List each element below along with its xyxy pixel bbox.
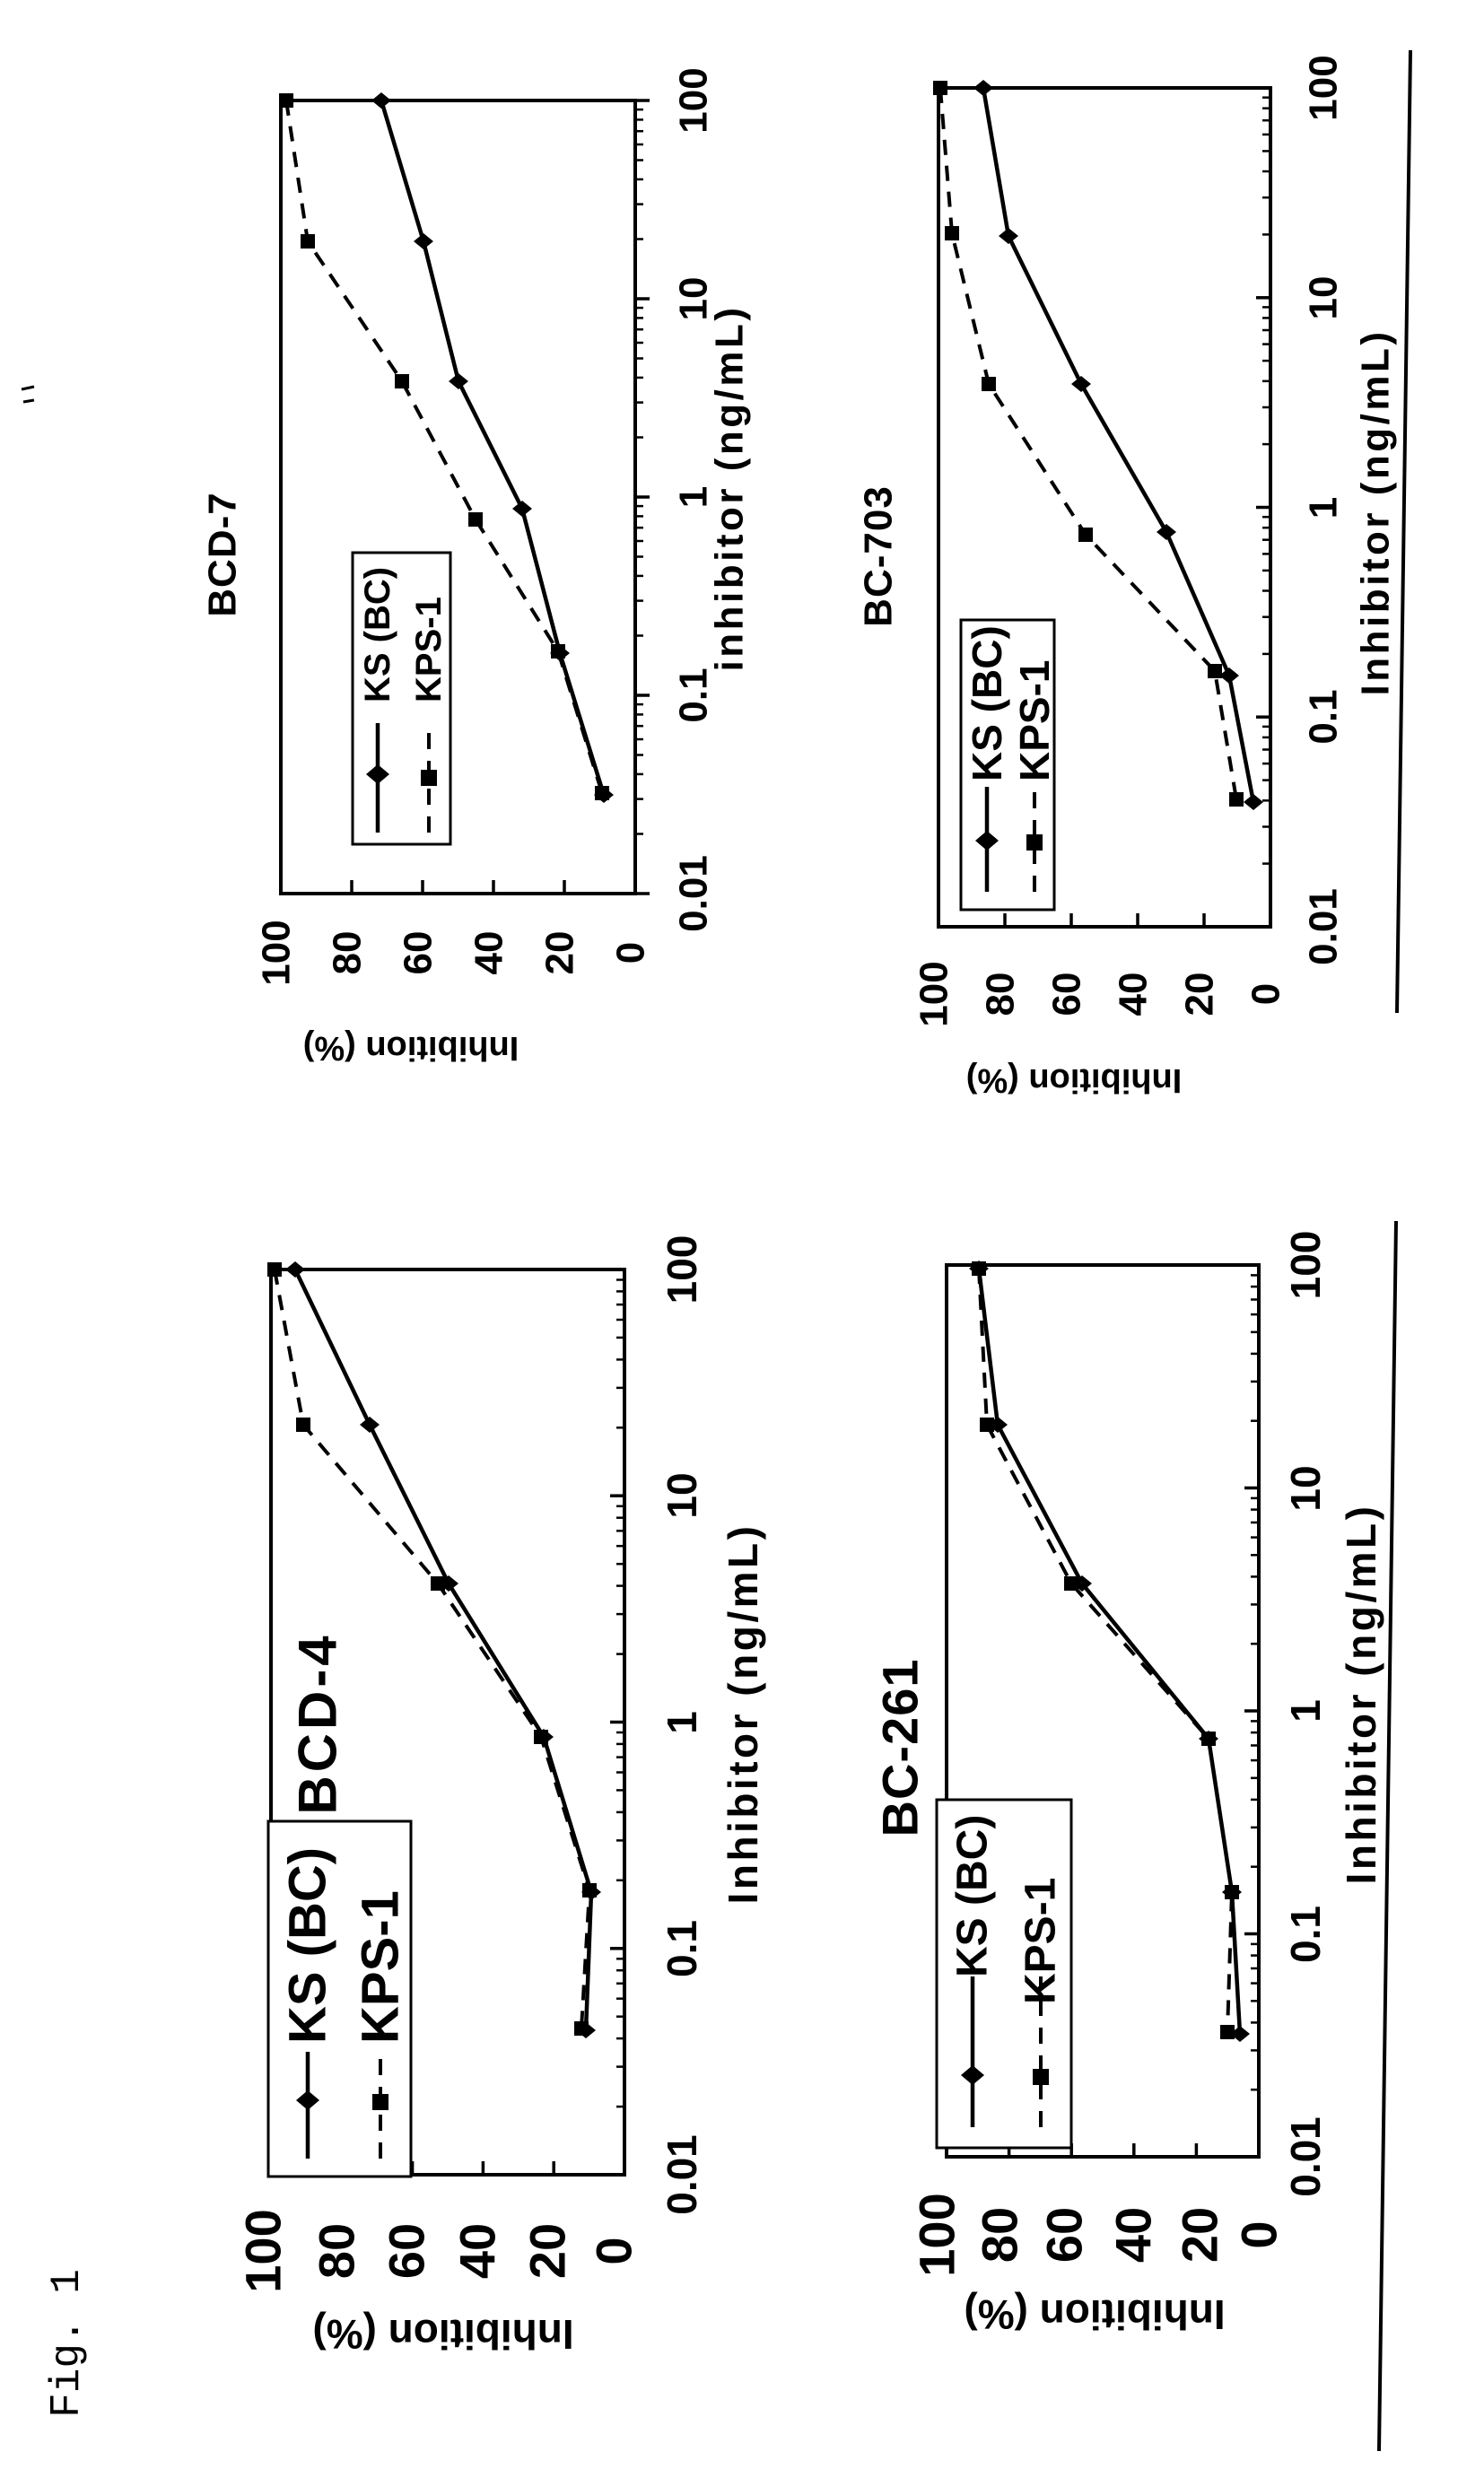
svg-text:100: 100	[1282, 1231, 1329, 1300]
svg-text:20: 20	[519, 2223, 576, 2279]
svg-text:KS (BC): KS (BC)	[358, 567, 397, 702]
svg-text:80: 80	[309, 2223, 365, 2279]
svg-text:KS (BC): KS (BC)	[949, 1815, 997, 1977]
svg-text:Inhibition (%): Inhibition (%)	[312, 2311, 573, 2358]
svg-text:20: 20	[1172, 2207, 1228, 2263]
svg-text:1: 1	[672, 486, 716, 508]
svg-text:80: 80	[979, 973, 1023, 1016]
svg-text:0.01: 0.01	[659, 2134, 705, 2215]
svg-text:BCD-4: BCD-4	[288, 1632, 348, 1814]
svg-text:Inhibitor (ng/mL): Inhibitor (ng/mL)	[1338, 1504, 1384, 1885]
svg-text:1: 1	[659, 1711, 705, 1734]
svg-text:20: 20	[538, 931, 582, 975]
svg-text:KPS-1: KPS-1	[1011, 660, 1058, 781]
svg-text:0.01: 0.01	[1302, 888, 1346, 965]
svg-text:Inhibition (%): Inhibition (%)	[964, 2291, 1225, 2338]
svg-text:10: 10	[672, 277, 716, 321]
svg-text:80: 80	[326, 931, 370, 975]
svg-text:Inhibitor (ng/mL): Inhibitor (ng/mL)	[720, 1523, 766, 1905]
svg-text:100: 100	[255, 920, 299, 985]
svg-text:BC-703: BC-703	[857, 485, 901, 627]
svg-text:0.1: 0.1	[1302, 689, 1346, 744]
svg-text:40: 40	[1105, 2207, 1162, 2263]
svg-text:0: 0	[586, 2237, 642, 2264]
svg-text:100: 100	[659, 1235, 705, 1304]
svg-text:Inhibition (%): Inhibition (%)	[966, 1061, 1183, 1099]
svg-text:Inhibitor (ng/mL): Inhibitor (ng/mL)	[1354, 329, 1398, 696]
svg-text:100: 100	[1302, 55, 1346, 120]
svg-text:60: 60	[1036, 2207, 1093, 2263]
svg-text:100: 100	[672, 67, 716, 133]
svg-text:inhibitor (ng/mL): inhibitor (ng/mL)	[708, 305, 752, 672]
svg-text:60: 60	[379, 2223, 435, 2279]
svg-text:40: 40	[450, 2223, 506, 2279]
svg-text:0.01: 0.01	[1282, 2116, 1329, 2197]
svg-text:20: 20	[1178, 973, 1222, 1016]
svg-text:10: 10	[1302, 276, 1346, 320]
svg-text:0.1: 0.1	[1282, 1906, 1329, 1963]
svg-text:0: 0	[609, 942, 653, 964]
svg-text:KPS-1: KPS-1	[409, 597, 449, 702]
svg-text:0.1: 0.1	[659, 1920, 705, 1977]
svg-text:0: 0	[1244, 983, 1288, 1005]
svg-text:80: 80	[972, 2207, 1028, 2263]
svg-text:0.01: 0.01	[672, 855, 716, 932]
svg-text:KPS-1: KPS-1	[1017, 1878, 1065, 2004]
svg-text:1: 1	[1302, 497, 1346, 519]
svg-text:60: 60	[397, 931, 441, 975]
svg-text:100: 100	[909, 2193, 965, 2276]
svg-text:1: 1	[1282, 1699, 1329, 1723]
svg-text:Fig. 1: Fig. 1	[44, 2269, 91, 2418]
svg-text:10: 10	[659, 1472, 705, 1518]
svg-text:Inhibition (%): Inhibition (%)	[303, 1029, 519, 1067]
svg-text:60: 60	[1045, 973, 1089, 1016]
svg-text:10: 10	[1282, 1465, 1329, 1511]
svg-text:40: 40	[1112, 973, 1156, 1016]
svg-text:0.1: 0.1	[672, 667, 716, 722]
svg-text:0: 0	[1231, 2220, 1288, 2248]
svg-text:KPS-1: KPS-1	[352, 1890, 410, 2044]
svg-text:KS (BC): KS (BC)	[279, 1847, 337, 2044]
svg-text:KS (BC): KS (BC)	[964, 625, 1010, 781]
svg-text:40: 40	[467, 931, 511, 975]
svg-text:100: 100	[912, 961, 956, 1026]
svg-text:BC-261: BC-261	[872, 1659, 929, 1837]
svg-text:100: 100	[235, 2209, 292, 2292]
svg-text:BCD-7: BCD-7	[201, 492, 245, 616]
